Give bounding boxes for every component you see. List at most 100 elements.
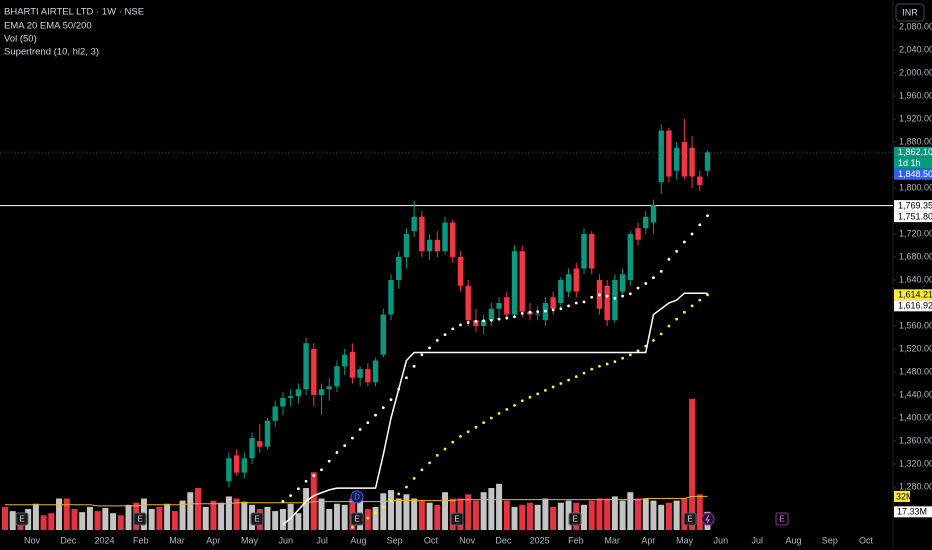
volume-ma-tag-label: 32M <box>896 491 914 501</box>
lightning <box>705 514 710 524</box>
candle-body <box>496 303 502 309</box>
candle-body <box>226 458 232 482</box>
volume-bar <box>395 498 402 530</box>
indicator-dot <box>443 333 447 337</box>
volume-bar <box>557 502 564 530</box>
indicator-dot <box>698 223 702 227</box>
indicator-dot <box>667 257 671 261</box>
price-tag-label: 1,614.21 <box>898 290 932 300</box>
indicator-dot <box>706 214 709 218</box>
indicator-dot <box>459 434 462 438</box>
volume-bar <box>503 500 510 530</box>
split-icon[interactable] <box>701 512 715 526</box>
indicator-dot <box>343 444 347 447</box>
volume-bar <box>310 472 317 530</box>
y-tick-label: 1,520.00 <box>899 343 932 353</box>
indicator-dot <box>381 505 385 509</box>
volume-bar <box>202 506 209 530</box>
event-label: D <box>354 493 360 502</box>
event-icon[interactable] <box>775 512 789 526</box>
indicator-dot <box>366 516 370 520</box>
volume-bar <box>388 490 394 530</box>
x-tick-label: Sep <box>387 535 403 545</box>
indicator-dot <box>682 310 686 314</box>
currency-label[interactable]: INR <box>902 7 918 17</box>
indicator-dot <box>528 395 532 399</box>
indicator-dot <box>497 317 501 321</box>
candle-body <box>666 130 672 177</box>
indicator-dot <box>374 511 377 515</box>
event-icon[interactable] <box>568 512 582 526</box>
event-label: E <box>254 515 259 524</box>
volume-bar <box>526 502 533 530</box>
x-tick-label: Aug <box>350 535 366 545</box>
x-tick-label: Feb <box>133 535 149 545</box>
event-icon[interactable] <box>15 512 29 526</box>
event-icon[interactable] <box>133 512 147 526</box>
indicator-dot <box>682 240 686 244</box>
volume-bar <box>156 506 163 530</box>
x-tick-label: Jul <box>751 535 763 545</box>
indicator-dot <box>675 317 679 321</box>
volume-bar <box>364 509 371 530</box>
candle-body <box>681 142 688 177</box>
candle-body <box>558 280 564 304</box>
indicator-dot <box>513 315 516 319</box>
x-tick-label: Jul <box>316 535 328 545</box>
event-icon[interactable] <box>450 512 464 526</box>
candle-body <box>697 176 703 186</box>
currency-button[interactable] <box>895 3 925 22</box>
dividend-icon[interactable] <box>350 490 364 504</box>
indicator-dot <box>482 319 486 323</box>
candle-body <box>434 239 441 252</box>
candle-body <box>388 280 394 315</box>
volume-bar <box>326 509 333 530</box>
y-tick-label: 1,720.00 <box>899 228 932 238</box>
y-tick-label: 1,800.00 <box>899 182 932 192</box>
x-tick-label: Jun <box>279 535 294 545</box>
indicator-dot <box>706 293 709 297</box>
candle-body <box>689 147 695 177</box>
axes: 2,080.00 2,040.00 2,000.00 1,960.00 1,920.00… <box>24 21 932 545</box>
supertrend-line <box>282 292 708 525</box>
event-icon[interactable] <box>350 512 364 526</box>
volume-bar <box>71 509 78 530</box>
y-tick-label: 1,880.00 <box>899 136 932 146</box>
candle-body <box>233 455 240 473</box>
indicator-dot <box>482 421 486 424</box>
volume-bar <box>225 496 232 530</box>
candle-body <box>326 386 332 390</box>
volume-bar <box>658 504 665 530</box>
indicator-dot <box>497 411 501 415</box>
indicator-dot <box>327 459 331 463</box>
volume-bar <box>635 498 642 530</box>
volume-bar <box>179 500 186 530</box>
price-tag <box>894 200 932 212</box>
price-tag-label: 1,848.50 <box>898 169 932 179</box>
x-tick-label: Sep <box>822 535 838 545</box>
price-tag-label: 1,616.92 <box>898 301 932 311</box>
indicator-dot <box>405 485 408 489</box>
candle-body <box>241 458 248 473</box>
volume-bar <box>102 507 109 530</box>
y-tick-label: 1,400.00 <box>899 412 932 422</box>
volume-bar <box>171 511 178 530</box>
volume-bar <box>79 512 86 530</box>
event-icon[interactable] <box>683 512 697 526</box>
volume-bar <box>40 515 47 530</box>
indicator-dot <box>574 301 578 305</box>
indicator-dot <box>567 304 570 308</box>
indicator-dot <box>420 468 424 472</box>
indicator-dot <box>505 316 509 320</box>
event-icon[interactable] <box>250 512 264 526</box>
volume-bar <box>63 498 70 530</box>
indicator-dot <box>598 293 601 297</box>
volume-bar <box>465 494 472 530</box>
legend-entry: Vol (50) <box>4 34 37 45</box>
indicator-dot <box>551 308 555 312</box>
x-tick-label: May <box>241 535 259 545</box>
event-label: E <box>572 515 577 524</box>
volume-bar <box>696 494 703 530</box>
x-tick-label: Mar <box>169 535 185 545</box>
